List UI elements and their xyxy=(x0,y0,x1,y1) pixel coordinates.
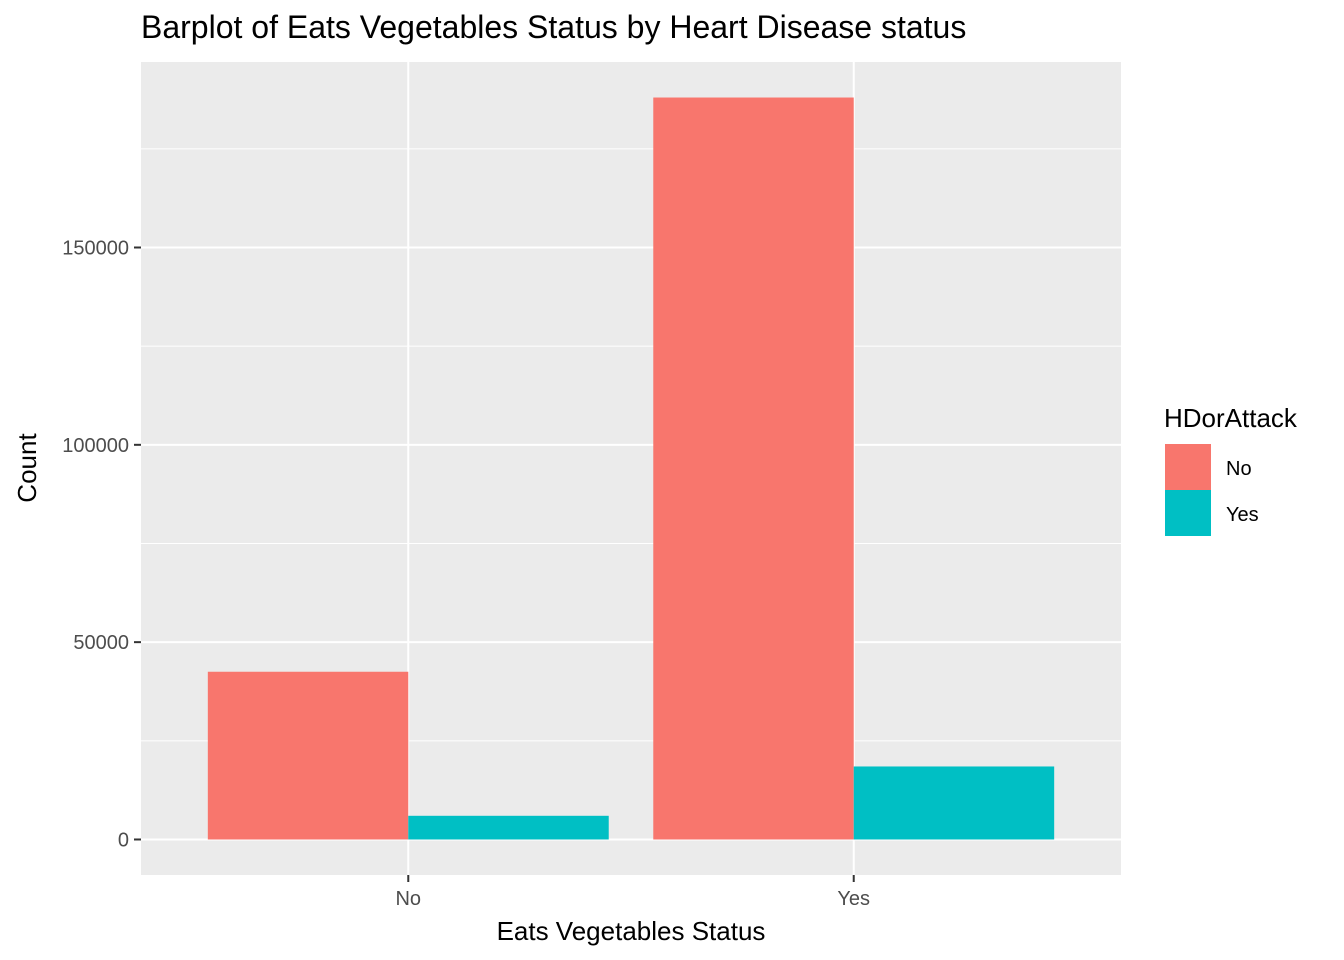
bar-no-yes xyxy=(408,815,609,840)
legend-key-no xyxy=(1165,444,1211,490)
x-tick-label: No xyxy=(395,888,421,910)
legend-label-yes: Yes xyxy=(1226,504,1259,526)
legend-title: HDorAttack xyxy=(1164,403,1298,433)
major-gridlines xyxy=(141,62,1121,875)
x-tick-label: Yes xyxy=(837,888,870,910)
chart-title: Barplot of Eats Vegetables Status by Hea… xyxy=(141,9,966,45)
legend-key-yes xyxy=(1165,490,1211,536)
legend: HDorAttack No Yes xyxy=(1164,403,1298,536)
x-axis-ticks: No Yes xyxy=(395,875,870,910)
bar-yes-yes xyxy=(853,766,1055,840)
y-axis-title: Count xyxy=(12,433,42,503)
y-axis-ticks: 0 50000 100000 150000 xyxy=(62,237,141,851)
y-tick-label: 50000 xyxy=(73,632,129,654)
x-axis-title: Eats Vegetables Status xyxy=(497,916,766,946)
y-tick-label: 150000 xyxy=(62,237,129,259)
legend-label-no: No xyxy=(1226,458,1252,480)
y-tick-label: 0 xyxy=(118,829,129,851)
bars xyxy=(207,97,1055,840)
bar-no-no xyxy=(207,671,409,840)
bar-yes-no xyxy=(653,97,854,840)
y-tick-label: 100000 xyxy=(62,435,129,457)
